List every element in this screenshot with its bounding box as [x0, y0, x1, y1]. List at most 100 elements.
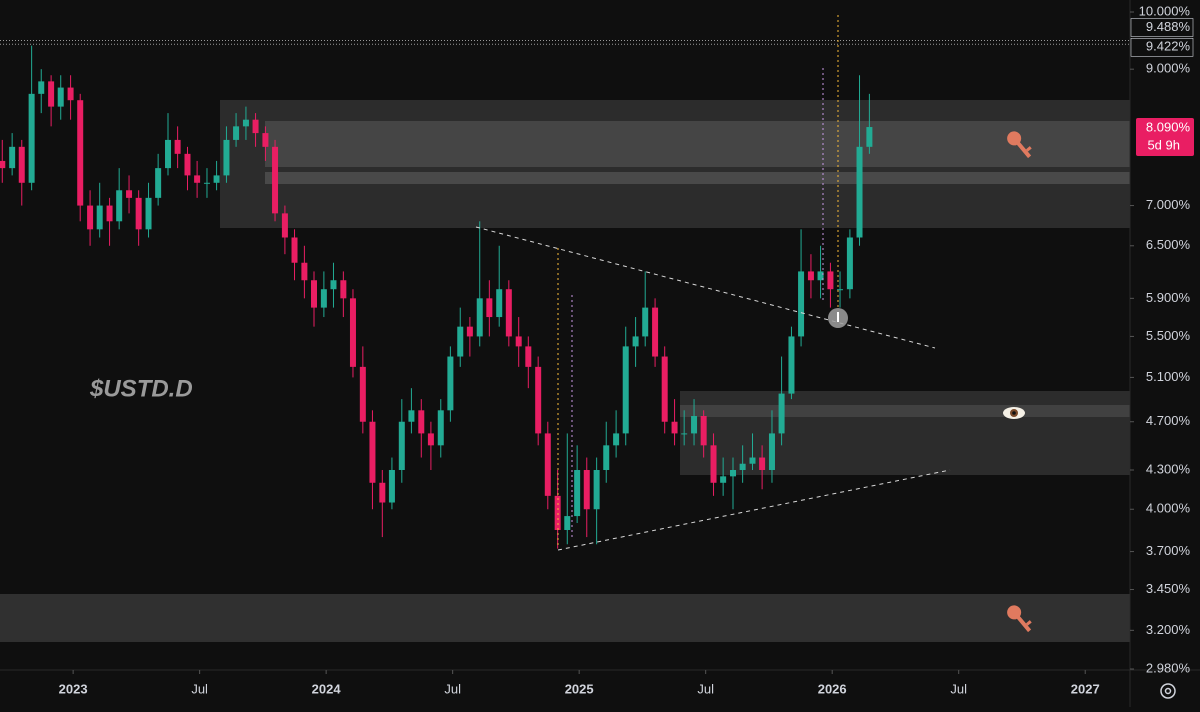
y-tick-label: 3.700% [1146, 543, 1191, 558]
candle-body [515, 336, 522, 347]
candle-body [48, 81, 55, 107]
candle-body [603, 445, 610, 471]
symbol-watermark: $USTD.D [89, 375, 193, 402]
y-tick-label: 5.500% [1146, 328, 1191, 343]
candle-body [311, 280, 318, 308]
candle-body [710, 445, 717, 483]
candle-body [691, 415, 698, 434]
candle-body [155, 168, 162, 198]
candle-body [359, 366, 366, 422]
candle-body [632, 336, 639, 347]
candle-body [652, 307, 659, 357]
candle-body [739, 463, 746, 471]
y-tick-label: 10.000% [1139, 3, 1191, 18]
y-tick-label: 3.200% [1146, 622, 1191, 637]
countdown-label: 5d 9h [1147, 137, 1180, 152]
candle-body [57, 87, 64, 107]
candle-body [369, 421, 376, 483]
candle-body [379, 482, 386, 503]
candle-body [388, 470, 395, 503]
candle-body [330, 280, 337, 290]
candle-body [28, 93, 35, 183]
candle-body [116, 190, 123, 222]
candle-body [476, 298, 483, 337]
candle-body [457, 326, 464, 357]
candle-body [486, 298, 493, 318]
candle-body [788, 336, 795, 394]
candle-body [408, 410, 415, 422]
price-label: 9.422% [1146, 39, 1191, 54]
candle-body [9, 146, 16, 169]
candle-body [184, 153, 191, 176]
candle-body [165, 139, 172, 169]
drawings [475, 15, 1032, 633]
candle-body [768, 433, 775, 471]
candle-body [340, 280, 347, 299]
zone [220, 100, 1130, 228]
candle-body [466, 326, 473, 337]
price-label-box [1130, 18, 1194, 37]
candle-body [77, 100, 84, 206]
x-tick-label: 2025 [565, 681, 594, 696]
candle-body [866, 127, 873, 147]
candle-body [135, 197, 142, 230]
candle-body [593, 470, 600, 510]
y-tick-label: 5.100% [1146, 369, 1191, 384]
x-tick-label: Jul [444, 681, 461, 696]
zone [265, 172, 1130, 184]
x-tick-label: 2026 [818, 681, 847, 696]
candle-body [174, 139, 181, 154]
x-tick-label: Jul [191, 681, 208, 696]
candle-body [126, 190, 133, 198]
candle-body [301, 262, 308, 281]
candle-body [437, 410, 444, 446]
candle-body [203, 182, 210, 184]
zone [0, 594, 1130, 642]
candle-body [778, 393, 785, 434]
candle-body [106, 205, 113, 222]
candle-body [730, 470, 737, 477]
candle-body [535, 366, 542, 434]
candle-body [817, 271, 824, 281]
candle-body [291, 237, 298, 263]
zones [0, 100, 1130, 642]
y-tick-label: 2.980% [1146, 660, 1191, 675]
plot [0, 40, 1130, 549]
candle-body [242, 119, 249, 127]
candle-body [525, 346, 532, 367]
candle-body [837, 289, 844, 291]
candle-body [846, 237, 853, 290]
candle-body [661, 356, 668, 422]
candle-body [564, 516, 571, 530]
key-icon [1007, 605, 1032, 633]
candle-body [349, 298, 356, 367]
y-tick-label: 3.450% [1146, 581, 1191, 596]
zone [680, 391, 1130, 475]
candle-body [262, 133, 269, 147]
trend-line [475, 226, 936, 349]
candle-body [447, 356, 454, 411]
candle-body [749, 457, 756, 464]
candle-body [583, 470, 590, 510]
candle-body [681, 433, 688, 435]
candle-body [252, 119, 259, 134]
candle-body [622, 346, 629, 434]
last-price-label: 8.090% [1146, 119, 1191, 134]
candle-body [856, 146, 863, 238]
candle-body [398, 421, 405, 471]
candle-body [38, 81, 45, 94]
x-tick-label: Jul [950, 681, 967, 696]
x-tick-label: Jul [697, 681, 714, 696]
y-tick-label: 7.000% [1146, 197, 1191, 212]
zone [265, 121, 1130, 167]
axes: 10.000% 9.000% 7.000% 6.500% 5.900% 5.500% 5.1… [59, 3, 1194, 696]
candle-body [213, 175, 220, 183]
settings-button[interactable] [1160, 683, 1176, 699]
zone [680, 405, 1130, 417]
last-price-box [1136, 118, 1194, 157]
candle-body [418, 410, 425, 434]
y-tick-label: 5.900% [1146, 290, 1191, 305]
candle-body [96, 205, 103, 230]
candle-body [798, 271, 805, 337]
